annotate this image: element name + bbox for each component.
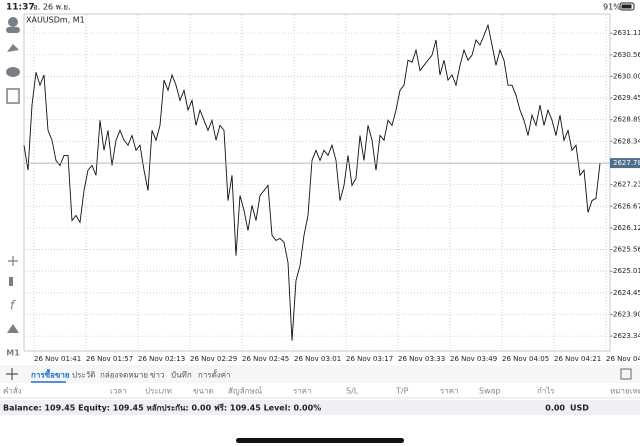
tabs: การซื้อขาย ประวัติ กล่องจดหมาย ข่าว บันทึก กา… xyxy=(31,369,231,383)
y-tick-label: 2628.340 xyxy=(613,137,640,145)
account-icon[interactable] xyxy=(8,17,18,27)
y-tick-label: 2630.005 xyxy=(613,72,640,80)
y-tick-label: 2628.895 xyxy=(613,116,640,124)
column-header: ขนาด xyxy=(193,387,214,396)
x-tick-label: 26 Nov 04:21 xyxy=(554,355,601,363)
x-tick-label: 26 Nov 01:57 xyxy=(86,355,133,363)
x-tick-label: 26 Nov 02:29 xyxy=(190,355,237,363)
x-tick-label: 26 Nov 03:49 xyxy=(450,355,497,363)
status-date: อ. 26 พ.ย. xyxy=(33,3,71,12)
y-tick-label: 2625.565 xyxy=(613,246,640,254)
tab[interactable]: ข่าว xyxy=(150,371,164,380)
y-tick-label: 2626.120 xyxy=(613,224,640,232)
x-tick-label: 26 Nov 02:45 xyxy=(242,355,289,363)
current-price-box xyxy=(610,158,640,169)
chart-title: XAUUSDm, M1 xyxy=(26,16,85,25)
column-header: เวลา xyxy=(110,387,127,396)
y-tick-label: 2631.115 xyxy=(613,29,640,37)
tab[interactable]: ประวัติ xyxy=(72,371,95,380)
column-header: T/P xyxy=(395,387,409,396)
column-header: S/L xyxy=(346,387,359,396)
x-tick-label: 26 Nov 03:33 xyxy=(398,355,445,363)
home-indicator xyxy=(236,438,404,443)
x-tick-label: 26 Nov 04:37 xyxy=(606,355,640,363)
y-tick-label: 2630.560 xyxy=(613,51,640,59)
x-tick-label: 26 Nov 01:41 xyxy=(34,355,81,363)
add-button[interactable] xyxy=(6,368,18,380)
x-tick-label: 26 Nov 03:01 xyxy=(294,355,341,363)
column-header: คำสั่ง xyxy=(3,385,22,396)
tab[interactable]: การตั้งค่า xyxy=(198,369,231,380)
y-tick-label: 2624.455 xyxy=(613,289,640,297)
column-header: หมายเหตุ xyxy=(610,387,640,396)
objects-icon[interactable] xyxy=(7,324,19,333)
column-header: ประเภท xyxy=(145,387,172,396)
y-tick-label: 2629.450 xyxy=(613,94,640,102)
timeframe-button[interactable]: M1 xyxy=(6,349,20,358)
column-header: ราคา xyxy=(293,387,312,396)
x-tick-label: 26 Nov 03:17 xyxy=(346,355,393,363)
column-header: กำไร xyxy=(537,387,555,396)
x-tick-label: 26 Nov 04:05 xyxy=(502,355,549,363)
current-price-label: 2627.782 xyxy=(613,159,640,167)
battery-level xyxy=(621,4,632,9)
y-tick-label: 2625.010 xyxy=(613,267,640,275)
balance-row xyxy=(0,400,640,415)
y-tick-label: 2623.345 xyxy=(613,332,640,340)
account-icon-body xyxy=(6,27,20,33)
price-line xyxy=(23,23,601,341)
chart: 2631.115 2630.560 2630.005 2629.450 2628.895… xyxy=(23,15,640,363)
status-time: 11:37 xyxy=(6,3,35,13)
table-header: คำสั่ง เวลา ประเภท ขนาด สัญลักษณ์ ราคา S/L T/P ร… xyxy=(3,385,640,396)
y-tick-label: 2623.900 xyxy=(613,310,640,318)
tab[interactable]: กล่องจดหมาย xyxy=(100,371,148,380)
tab[interactable]: การซื้อขาย xyxy=(31,369,70,380)
battery-icon xyxy=(619,2,635,11)
chart-type-icon[interactable] xyxy=(9,277,13,286)
profit-total: 0.00 xyxy=(545,404,565,413)
column-header: Swap xyxy=(479,387,501,396)
x-tick-label: 26 Nov 02:13 xyxy=(138,355,185,363)
layout-button[interactable] xyxy=(620,368,632,380)
crosshair-icon[interactable] xyxy=(8,256,18,266)
column-header: ราคา xyxy=(440,387,459,396)
profit-currency: USD xyxy=(570,404,589,413)
trade-icon[interactable] xyxy=(7,44,19,52)
tab-bar xyxy=(0,365,640,383)
sidebar: f M1 xyxy=(6,17,20,358)
y-tick-label: 2627.230 xyxy=(613,181,640,189)
indicator-icon[interactable]: f xyxy=(10,299,16,313)
new-order-icon[interactable] xyxy=(6,88,20,104)
column-header: สัญลักษณ์ xyxy=(228,386,263,396)
balance-line: Balance: 109.45 Equity: 109.45 หลักประกั… xyxy=(3,403,321,413)
status-battery: 91% xyxy=(603,3,621,12)
chart-frame xyxy=(23,13,611,352)
tab[interactable]: บันทึก xyxy=(171,371,192,380)
chat-icon[interactable] xyxy=(6,67,20,77)
y-tick-label: 2626.675 xyxy=(613,202,640,210)
